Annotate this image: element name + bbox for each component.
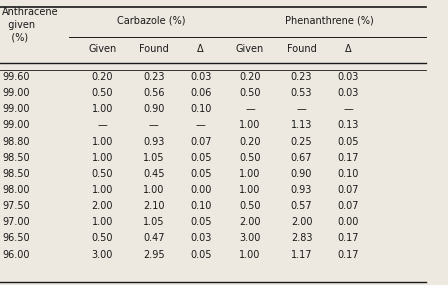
Text: Found: Found: [139, 44, 168, 54]
Text: 2.00: 2.00: [91, 201, 113, 211]
Text: 0.50: 0.50: [239, 88, 261, 98]
Text: 0.05: 0.05: [190, 217, 211, 227]
Text: 2.95: 2.95: [143, 250, 164, 260]
Text: 98.00: 98.00: [2, 185, 30, 195]
Text: 0.50: 0.50: [91, 169, 113, 179]
Text: —: —: [97, 120, 107, 131]
Text: Given: Given: [236, 44, 264, 54]
Text: 0.50: 0.50: [239, 201, 261, 211]
Text: 0.20: 0.20: [239, 72, 261, 82]
Text: 98.50: 98.50: [2, 169, 30, 179]
Text: 0.50: 0.50: [91, 233, 113, 243]
Text: 0.25: 0.25: [291, 137, 312, 146]
Text: 97.50: 97.50: [2, 201, 30, 211]
Text: Δ: Δ: [345, 44, 352, 54]
Text: Found: Found: [287, 44, 316, 54]
Text: Δ: Δ: [198, 44, 204, 54]
Text: 0.06: 0.06: [190, 88, 211, 98]
Text: 0.90: 0.90: [143, 104, 164, 114]
Text: 1.00: 1.00: [239, 185, 261, 195]
Text: 0.56: 0.56: [143, 88, 164, 98]
Text: Phenanthrene (%): Phenanthrene (%): [285, 16, 374, 26]
Text: 0.93: 0.93: [143, 137, 164, 146]
Text: 0.57: 0.57: [291, 201, 312, 211]
Text: Given: Given: [88, 44, 116, 54]
Text: 1.00: 1.00: [91, 217, 113, 227]
Text: 0.93: 0.93: [291, 185, 312, 195]
Text: 0.03: 0.03: [190, 233, 211, 243]
Text: 2.83: 2.83: [291, 233, 312, 243]
Text: 99.60: 99.60: [2, 72, 30, 82]
Text: 0.50: 0.50: [239, 153, 261, 163]
Text: 1.00: 1.00: [91, 137, 113, 146]
Text: 1.05: 1.05: [143, 217, 164, 227]
Text: 0.67: 0.67: [291, 153, 312, 163]
Text: 0.20: 0.20: [239, 137, 261, 146]
Text: 1.00: 1.00: [239, 169, 261, 179]
Text: 0.07: 0.07: [190, 137, 211, 146]
Text: —: —: [245, 104, 255, 114]
Text: 0.10: 0.10: [190, 201, 211, 211]
Text: 2.00: 2.00: [239, 217, 261, 227]
Text: 99.00: 99.00: [2, 104, 30, 114]
Text: 3.00: 3.00: [91, 250, 113, 260]
Text: —: —: [149, 120, 159, 131]
Text: 96.00: 96.00: [2, 250, 30, 260]
Text: 0.03: 0.03: [338, 88, 359, 98]
Text: 99.00: 99.00: [2, 88, 30, 98]
Text: 1.00: 1.00: [91, 104, 113, 114]
Text: 0.23: 0.23: [143, 72, 164, 82]
Text: Anthracene
  given
   (%): Anthracene given (%): [2, 7, 59, 43]
Text: 0.07: 0.07: [338, 185, 359, 195]
Text: 2.00: 2.00: [291, 217, 312, 227]
Text: —: —: [344, 104, 353, 114]
Text: 2.10: 2.10: [143, 201, 164, 211]
Text: 96.50: 96.50: [2, 233, 30, 243]
Text: 0.05: 0.05: [190, 250, 211, 260]
Text: 0.03: 0.03: [190, 72, 211, 82]
Text: 1.00: 1.00: [239, 250, 261, 260]
Text: 0.10: 0.10: [190, 104, 211, 114]
Text: —: —: [297, 104, 306, 114]
Text: 0.05: 0.05: [190, 169, 211, 179]
Text: 0.10: 0.10: [338, 169, 359, 179]
Text: 1.00: 1.00: [239, 120, 261, 131]
Text: 0.17: 0.17: [338, 153, 359, 163]
Text: 0.53: 0.53: [291, 88, 312, 98]
Text: 1.00: 1.00: [91, 185, 113, 195]
Text: 1.05: 1.05: [143, 153, 164, 163]
Text: Carbazole (%): Carbazole (%): [117, 16, 185, 26]
Text: 0.20: 0.20: [91, 72, 113, 82]
Text: 0.05: 0.05: [338, 137, 359, 146]
Text: 97.00: 97.00: [2, 217, 30, 227]
Text: 0.07: 0.07: [338, 201, 359, 211]
Text: 98.80: 98.80: [2, 137, 30, 146]
Text: 1.13: 1.13: [291, 120, 312, 131]
Text: 0.90: 0.90: [291, 169, 312, 179]
Text: 0.23: 0.23: [291, 72, 312, 82]
Text: 0.17: 0.17: [338, 233, 359, 243]
Text: 0.05: 0.05: [190, 153, 211, 163]
Text: 0.13: 0.13: [338, 120, 359, 131]
Text: —: —: [196, 120, 206, 131]
Text: 3.00: 3.00: [239, 233, 261, 243]
Text: 0.00: 0.00: [338, 217, 359, 227]
Text: 1.17: 1.17: [291, 250, 312, 260]
Text: 98.50: 98.50: [2, 153, 30, 163]
Text: 1.00: 1.00: [91, 153, 113, 163]
Text: 99.00: 99.00: [2, 120, 30, 131]
Text: 0.17: 0.17: [338, 250, 359, 260]
Text: 0.47: 0.47: [143, 233, 164, 243]
Text: 0.03: 0.03: [338, 72, 359, 82]
Text: 0.45: 0.45: [143, 169, 164, 179]
Text: 0.00: 0.00: [190, 185, 211, 195]
Text: 1.00: 1.00: [143, 185, 164, 195]
Text: 0.50: 0.50: [91, 88, 113, 98]
